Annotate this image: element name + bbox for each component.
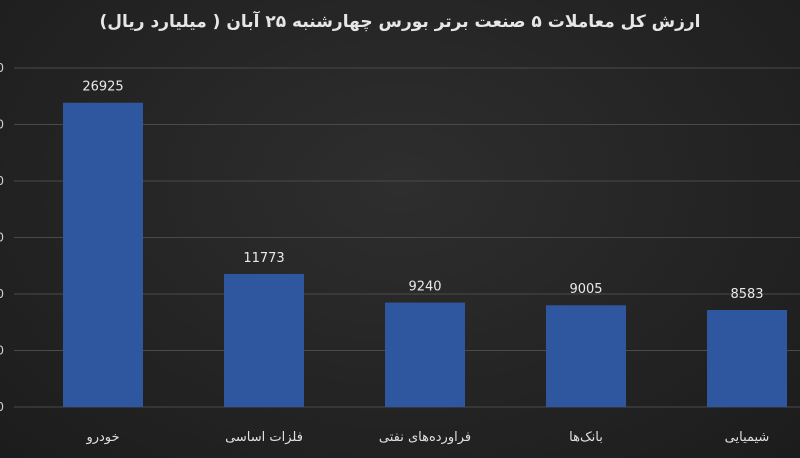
data-label-0: 26925: [82, 80, 123, 95]
bar-3: [546, 305, 626, 407]
bar-2: [385, 302, 465, 407]
data-label-3: 9005: [569, 282, 602, 297]
y-tick-label-2: 10000: [0, 287, 4, 301]
y-tick-label-5: 25000: [0, 118, 4, 132]
category-label-1: فلزات اساسی: [225, 430, 303, 445]
data-label-2: 9240: [408, 280, 441, 295]
y-tick-label-3: 15000: [0, 231, 4, 245]
category-label-0: خودرو: [85, 430, 119, 445]
bar-0: [63, 102, 143, 407]
category-label-4: شیمیایی: [725, 430, 770, 445]
y-tick-label-1: 5000: [0, 344, 4, 358]
data-label-1: 11773: [243, 251, 284, 266]
y-tick-label-0: 0: [0, 400, 4, 414]
category-label-2: فراورده‌های نفتی: [379, 430, 471, 445]
bar-4: [707, 310, 787, 407]
bar-1: [224, 273, 304, 407]
category-label-3: بانک‌ها: [569, 430, 603, 445]
chart-title: ارزش کل معاملات ۵ صنعت برتر بورس چهارشنب…: [99, 12, 701, 32]
y-tick-label-4: 20000: [0, 174, 4, 188]
data-label-4: 8583: [730, 287, 763, 302]
y-tick-label-6: 30000: [0, 61, 4, 75]
